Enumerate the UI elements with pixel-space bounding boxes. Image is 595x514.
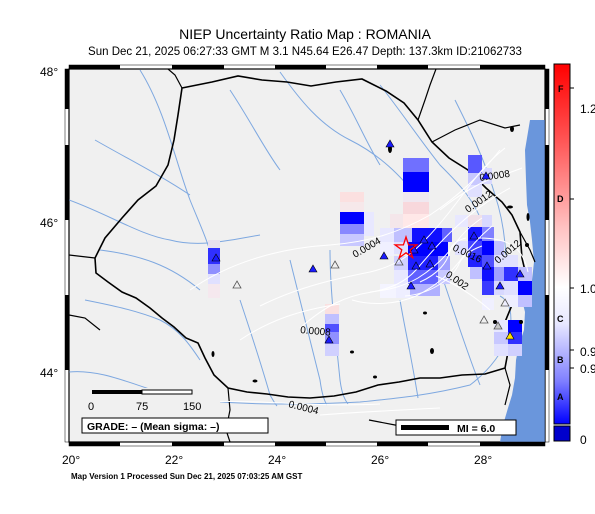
- station-triangle: [515, 269, 525, 278]
- station-triangle-grey: [493, 321, 503, 330]
- map-footer: Map Version 1 Processed Sun Dec 21, 2025…: [71, 472, 303, 481]
- grade-box: GRADE: – (Mean sigma: –): [81, 417, 269, 434]
- station-triangle-open: [394, 257, 404, 266]
- lat-label: 48°: [40, 65, 58, 79]
- mi-legend: MI = 6.0: [395, 419, 517, 436]
- station-triangle: [427, 241, 437, 250]
- contours: [109, 147, 529, 416]
- colorbar-tick-label: 1.0: [580, 282, 595, 296]
- station-triangle: [379, 251, 389, 260]
- station-triangle: [409, 245, 419, 254]
- contour-label: 0.0008: [300, 325, 332, 339]
- axis-labels: 20° 22° 24° 26° 28° 48° 46° 44°: [40, 65, 492, 467]
- grade-letter: C: [557, 314, 564, 324]
- colorbar-tick-label: 1.2: [580, 102, 595, 116]
- uncertainty-grid: [208, 155, 532, 356]
- lon-label: 22°: [165, 453, 183, 467]
- station-triangle: [425, 259, 435, 268]
- mi-text: MI = 6.0: [457, 423, 495, 435]
- station-triangle: [419, 235, 429, 244]
- station-triangle-yellow: [505, 331, 515, 340]
- black-sea: [500, 120, 545, 442]
- colorbar-tick-label: 0.9: [580, 362, 595, 376]
- station-triangle-open: [330, 260, 340, 269]
- stations: [211, 139, 525, 344]
- grade-letter: D: [557, 194, 564, 204]
- station-triangle: [308, 264, 318, 273]
- colorbar: F D C B A 1.2 1.0 0.9 0.9 0: [553, 63, 595, 447]
- map-title: NIEP Uncertainty Ratio Map : ROMANIA: [179, 26, 431, 42]
- grade-letter: B: [557, 355, 564, 365]
- lat-label: 46°: [40, 216, 58, 230]
- contour-label: 0.0008: [479, 169, 511, 184]
- grade-text: GRADE: – (Mean sigma: –): [87, 421, 219, 433]
- station-triangle: [406, 281, 416, 290]
- lon-label: 24°: [268, 453, 286, 467]
- station-triangle: [411, 261, 421, 270]
- station-triangle-open: [232, 280, 242, 289]
- station-triangle: [495, 281, 505, 290]
- scale-label: 150: [183, 401, 201, 413]
- station-triangle: [481, 171, 491, 180]
- frame-ticks: [64, 64, 550, 447]
- lon-label: 26°: [371, 453, 389, 467]
- colorbar-tick-label: 0.9: [580, 345, 595, 359]
- lat-label: 44°: [40, 366, 58, 380]
- station-triangle: [469, 231, 479, 240]
- station-triangle: [482, 261, 492, 270]
- colorbar-tick-label: 0: [580, 433, 587, 447]
- epicenter-star: [393, 234, 419, 260]
- scale-label: 75: [136, 401, 148, 413]
- grade-letter: A: [557, 392, 564, 402]
- scale-label: 0: [88, 401, 94, 413]
- romania-border: [94, 75, 527, 399]
- lon-label: 28°: [474, 453, 492, 467]
- station-triangle-open: [500, 298, 510, 307]
- station-triangle: [324, 335, 334, 344]
- grade-letter: F: [558, 84, 564, 94]
- lon-label: 20°: [62, 453, 80, 467]
- station-triangle: [211, 253, 221, 262]
- neighbour-borders: [69, 69, 536, 442]
- station-triangle-open: [479, 315, 489, 324]
- map-subtitle: Sun Dec 21, 2025 06:27:33 GMT M 3.1 N45.…: [88, 46, 522, 58]
- station-triangle: [385, 139, 395, 148]
